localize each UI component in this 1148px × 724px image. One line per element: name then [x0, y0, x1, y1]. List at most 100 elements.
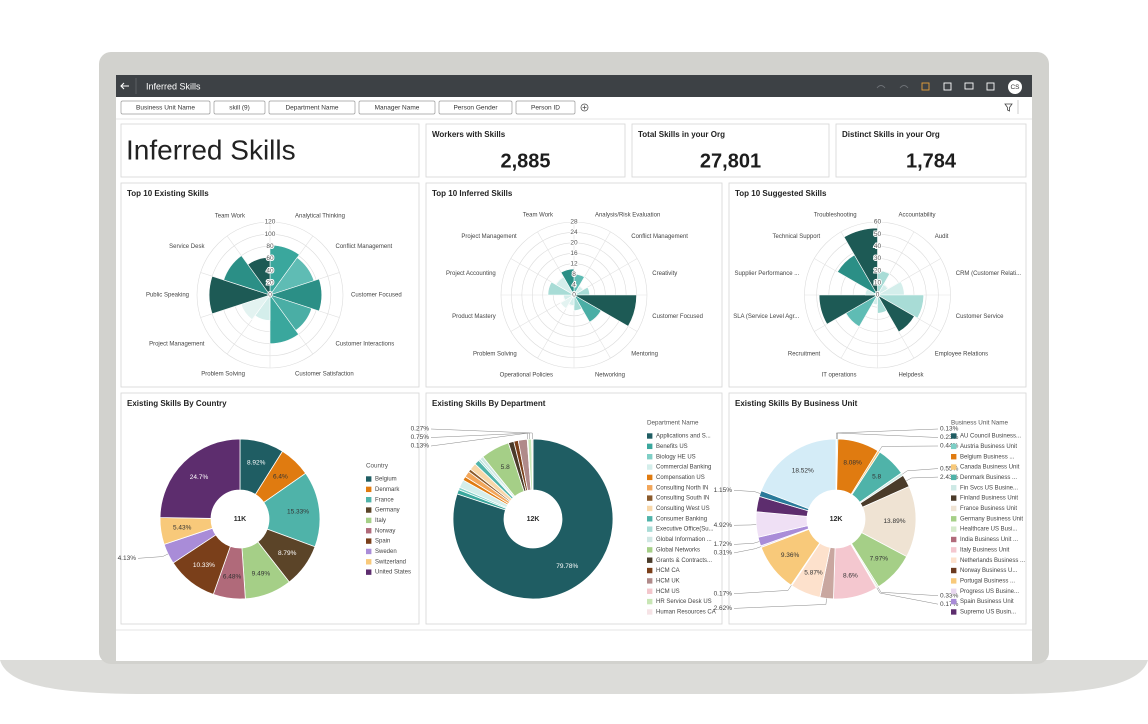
legend-label: Spain [375, 539, 390, 545]
data-label: 13.89% [883, 518, 905, 525]
legend-item[interactable]: Austria Business Unit [951, 443, 1017, 450]
legend-item[interactable]: Netherlands Business ... [951, 557, 1025, 564]
data-label: 0.31% [714, 550, 733, 557]
legend-label: Compensation US [656, 475, 705, 481]
legend-swatch [647, 588, 653, 594]
legend-item[interactable]: Benefits US [647, 443, 688, 450]
legend-item[interactable]: Denmark [366, 486, 400, 493]
legend-item[interactable]: Italy [366, 517, 386, 524]
r-tick-label: 20 [266, 280, 274, 287]
comment-icon[interactable] [964, 82, 974, 90]
legend-item[interactable]: Finland Business Unit [951, 495, 1018, 502]
r-tick-label: 50 [874, 231, 882, 238]
legend-item[interactable]: United States [366, 569, 411, 576]
filter-pill[interactable]: Department Name [268, 100, 356, 115]
legend-item[interactable]: Consulting North IN [647, 485, 708, 491]
legend-item[interactable]: Grants & Contracts... [647, 557, 712, 564]
legend-label: Grants & Contracts... [656, 558, 712, 564]
kpi-value: 27,801 [700, 150, 761, 172]
legend-item[interactable]: Belgium Business ... [951, 454, 1015, 460]
legend-item[interactable]: Germany [366, 507, 400, 514]
legend-item[interactable]: Sweden [366, 548, 397, 555]
chart-tile: Top 10 Suggested Skills 0 10 20 30 40 50 60 Acco… [728, 182, 1027, 388]
undo-icon[interactable] [876, 85, 886, 89]
avatar[interactable] [1008, 80, 1022, 94]
filter-pill-label: Person ID [531, 105, 560, 112]
redo-icon[interactable] [899, 85, 909, 89]
legend-label: Norway Business U... [960, 568, 1018, 574]
legend-item[interactable]: Consumer Banking [647, 516, 707, 522]
filter-pill[interactable]: Business Unit Name [120, 100, 211, 115]
legend-item[interactable]: Applications and S... [647, 433, 711, 440]
polar-wedge [223, 255, 271, 296]
legend-item[interactable]: Canada Business Unit [951, 464, 1020, 471]
legend-label: HCM CA [656, 568, 680, 574]
data-label: 0.13% [940, 426, 959, 433]
legend-item[interactable]: Consulting West US [647, 505, 710, 512]
legend-item[interactable]: Norway Business U... [951, 567, 1018, 574]
legend-swatch [647, 495, 653, 501]
legend-item[interactable]: Spain Business Unit [951, 598, 1014, 605]
legend-item[interactable]: Germany Business Unit [951, 516, 1023, 522]
legend-item[interactable]: France Business Unit [951, 505, 1017, 512]
data-label: 0.27% [411, 426, 430, 433]
data-label: 2.62% [714, 605, 733, 612]
polar-wedge [547, 281, 576, 296]
legend-item[interactable]: Biology HE US [647, 454, 696, 460]
chart-tile: Top 10 Inferred Skills 0 4 8 12 16 20 24 28 Analy… [425, 182, 723, 388]
legend-item[interactable]: Commercial Banking [647, 464, 711, 471]
edit-icon[interactable] [921, 82, 930, 91]
category-label: Recruitment [788, 351, 821, 357]
legend-label: Consumer Banking [656, 516, 707, 522]
legend-item[interactable]: Fin Svcs US Busine... [951, 485, 1018, 491]
back-button[interactable] [120, 82, 129, 90]
legend-item[interactable]: France [366, 497, 394, 503]
center-label: 12K [527, 516, 540, 523]
legend-item[interactable]: Consulting South IN [647, 495, 709, 502]
legend-item[interactable]: Executive Office(Su... [647, 526, 714, 533]
category-label: Helpdesk [898, 373, 924, 379]
add-filter-button[interactable] [580, 103, 589, 112]
legend-item[interactable]: Supremo US Busin... [951, 609, 1016, 616]
legend-item[interactable]: Healthcare US Busi... [951, 526, 1018, 533]
legend-item[interactable]: HCM UK [647, 578, 680, 584]
filter-pill[interactable]: Person ID [515, 100, 576, 115]
data-label: 9.36% [781, 552, 800, 559]
legend-item[interactable]: Portugal Business ... [951, 578, 1015, 584]
legend-label: Benefits US [656, 444, 688, 450]
legend-item[interactable]: HCM CA [647, 567, 680, 574]
avatar-initials: CS [1010, 84, 1020, 91]
legend-item[interactable]: Switzerland [366, 559, 406, 565]
legend-item[interactable]: Spain [366, 538, 390, 545]
legend-item[interactable]: Norway [366, 528, 395, 534]
legend-item[interactable]: Denmark Business ... [951, 474, 1017, 481]
category-label: Project Accounting [446, 271, 496, 277]
legend-item[interactable]: India Business Unit ... [951, 536, 1018, 543]
filter-pill[interactable]: skill (9) [213, 100, 266, 115]
legend-item[interactable]: AU Council Business... [951, 433, 1021, 440]
filter-pill-box [515, 100, 576, 115]
category-label: Project Management [149, 341, 205, 347]
legend-item[interactable]: Global Information ... [647, 536, 712, 543]
data-label: 8.08% [843, 460, 862, 467]
polar-wedge [560, 268, 575, 297]
filter-pill[interactable]: Manager Name [358, 100, 436, 115]
data-label: 1.15% [714, 487, 733, 494]
data-icon[interactable] [943, 82, 952, 91]
legend-item[interactable]: Human Resources CA [647, 609, 716, 616]
legend-swatch [647, 536, 653, 543]
filter-icon[interactable] [1004, 103, 1013, 112]
present-icon[interactable] [986, 82, 995, 91]
legend-item[interactable]: Global Networks [647, 547, 700, 553]
legend-item[interactable]: Progress US Busine... [951, 588, 1019, 595]
legend-item[interactable]: Compensation US [647, 474, 705, 481]
legend-item[interactable]: Belgium [366, 476, 397, 483]
legend-item[interactable]: HR Service Desk US [647, 598, 712, 605]
kpi-label: Workers with Skills [432, 130, 506, 139]
kpi-tile [631, 123, 830, 178]
category-label: Customer Focused [652, 314, 703, 320]
legend-item[interactable]: Italy Business Unit [951, 547, 1010, 553]
legend-item[interactable]: HCM US [647, 588, 680, 595]
legend-swatch [647, 547, 653, 553]
filter-pill[interactable]: Person Gender [438, 100, 513, 115]
